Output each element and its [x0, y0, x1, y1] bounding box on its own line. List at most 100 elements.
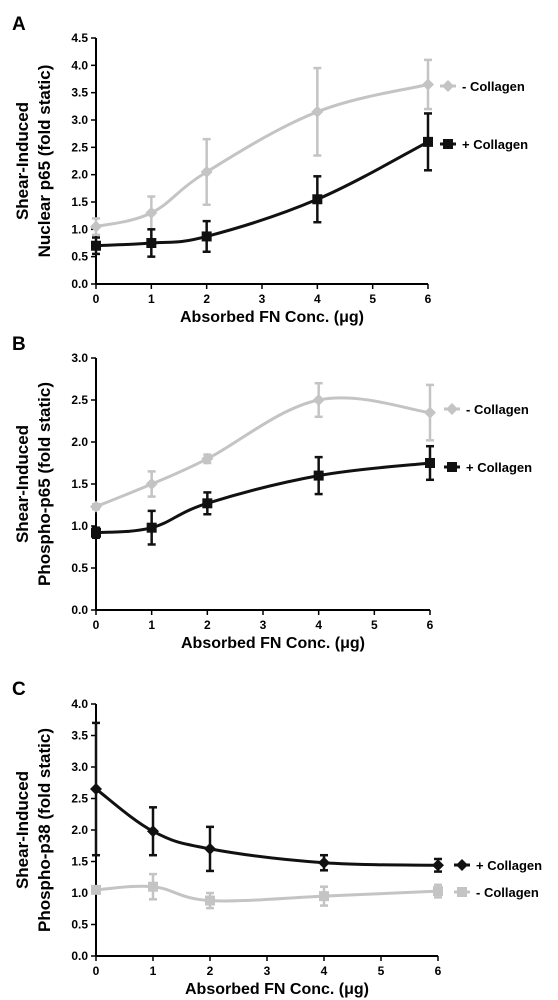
legend-entry: - Collagen	[454, 885, 539, 900]
y-tick-label: 0.0	[71, 603, 88, 617]
x-tick-label: 0	[93, 618, 100, 632]
data-point	[90, 500, 102, 513]
data-point	[201, 452, 214, 465]
data-point	[204, 842, 216, 855]
legend-label: + Collagen	[476, 858, 542, 873]
x-tick-label: 2	[204, 618, 211, 632]
y-tick-label: 0.0	[71, 949, 88, 963]
y-tick-label: 2.5	[71, 393, 88, 407]
legend-swatch-marker	[446, 403, 458, 415]
y-tick-label: 3.0	[71, 113, 88, 127]
legend-swatch-marker	[457, 887, 467, 897]
data-point	[145, 206, 158, 219]
x-tick-label: 6	[427, 618, 434, 632]
y-axis-label-line1: Shear-Induced	[13, 102, 32, 220]
y-axis-label-line2: Nuclear p65 (fold static)	[35, 65, 54, 258]
x-tick-label: 2	[207, 964, 214, 978]
data-point	[313, 470, 324, 481]
y-tick-label: 1.0	[71, 519, 88, 533]
legend-entry: + Collagen	[454, 858, 542, 873]
series-line	[95, 461, 431, 535]
y-tick-label: 2.5	[71, 792, 88, 806]
y-tick-label: 4.0	[71, 697, 88, 711]
y-tick-label: 2.0	[71, 823, 88, 837]
x-tick-label: 3	[260, 618, 267, 632]
data-point	[90, 783, 102, 796]
y-axis-label-line1: Shear-Induced	[13, 771, 32, 889]
x-tick-label: 4	[321, 964, 328, 978]
x-tick-label: 0	[93, 964, 100, 978]
data-point	[205, 895, 215, 906]
data-point	[422, 78, 434, 91]
y-tick-label: 0.0	[71, 277, 88, 291]
data-point	[147, 825, 159, 838]
y-tick-label: 4.0	[71, 58, 88, 72]
data-point	[202, 498, 213, 509]
x-axis-label: Absorbed FN Conc. (μg)	[181, 635, 365, 652]
legend-entry: - Collagen	[444, 402, 529, 417]
y-axis-label-line2: Phospho-p65 (fold static)	[35, 382, 54, 586]
legend-label: - Collagen	[462, 79, 525, 94]
y-tick-label: 1.5	[71, 195, 88, 209]
x-tick-label: 2	[203, 292, 210, 306]
x-tick-label: 6	[435, 964, 442, 978]
x-tick-label: 4	[314, 292, 321, 306]
series-minus-collagen	[91, 872, 443, 910]
data-point	[201, 231, 212, 242]
y-tick-label: 2.5	[71, 140, 88, 154]
series-line	[95, 884, 439, 903]
x-tick-label: 5	[369, 292, 376, 306]
y-tick-label: 3.5	[71, 86, 88, 100]
x-tick-label: 4	[315, 618, 322, 632]
series-plus-collagen	[90, 721, 444, 873]
legend-label: - Collagen	[476, 885, 539, 900]
data-point	[200, 165, 213, 178]
legend-swatch-marker	[456, 859, 468, 871]
data-point	[91, 240, 101, 251]
legend-entry: - Collagen	[440, 79, 525, 94]
y-tick-label: 2.0	[71, 435, 88, 449]
legend-swatch-marker	[443, 139, 453, 149]
x-tick-label: 3	[259, 292, 266, 306]
data-point	[425, 458, 435, 468]
data-point	[91, 884, 101, 895]
legend-entry: + Collagen	[440, 137, 528, 152]
series-line	[95, 396, 431, 509]
x-tick-label: 3	[264, 964, 271, 978]
data-point	[423, 136, 433, 147]
x-axis-label: Absorbed FN Conc. (μg)	[180, 309, 364, 326]
y-tick-label: 1.0	[71, 222, 88, 236]
data-point	[312, 394, 325, 406]
y-tick-label: 1.5	[71, 855, 88, 869]
y-axis-label-line2: Phospho-p38 (fold static)	[35, 728, 54, 932]
series-minus-collagen	[90, 381, 436, 513]
x-tick-label: 5	[371, 618, 378, 632]
panel-label: C	[12, 679, 26, 700]
y-tick-label: 0.5	[71, 561, 88, 575]
x-tick-label: 1	[148, 292, 155, 306]
x-tick-label: 1	[150, 964, 157, 978]
data-point	[146, 522, 157, 533]
data-point	[90, 220, 102, 233]
y-tick-label: 1.0	[71, 886, 88, 900]
x-axis-label: Absorbed FN Conc. (μg)	[185, 981, 369, 998]
y-tick-label: 4.5	[71, 31, 88, 45]
data-point	[312, 194, 323, 205]
data-point	[148, 881, 158, 892]
y-tick-label: 3.0	[71, 351, 88, 365]
legend-entry: + Collagen	[444, 460, 532, 475]
legend-label: + Collagen	[466, 460, 532, 475]
x-tick-label: 5	[378, 964, 385, 978]
legend-label: + Collagen	[462, 137, 528, 152]
series-line	[95, 83, 429, 229]
chart-panel-b: B 0.0 0.5 1.0 1.5 2.0 2.5 3.0 0 1 2 3 4 5 6 Absorbed FN…	[12, 334, 532, 652]
y-tick-label: 0.5	[71, 918, 88, 932]
series-line	[95, 787, 439, 867]
series-line	[95, 140, 429, 248]
y-tick-label: 0.5	[71, 250, 88, 264]
x-tick-label: 0	[93, 292, 100, 306]
x-tick-label: 1	[148, 618, 155, 632]
data-point	[424, 406, 436, 419]
panel-label: B	[12, 334, 26, 355]
data-point	[432, 859, 444, 872]
